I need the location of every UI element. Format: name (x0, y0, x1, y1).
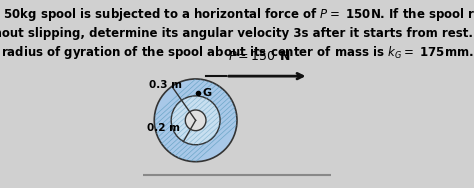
Text: 0.2 m: 0.2 m (147, 123, 180, 133)
Text: $P = 150$ N: $P = 150$ N (228, 50, 291, 63)
Circle shape (185, 110, 206, 131)
Text: G: G (202, 88, 211, 98)
Text: 0.3 m: 0.3 m (149, 80, 182, 90)
Circle shape (171, 96, 220, 145)
Text: The 50kg spool is subjected to a horizontal force of $P=$ 150N. If the spool rol: The 50kg spool is subjected to a horizon… (0, 6, 474, 61)
Circle shape (154, 79, 237, 162)
